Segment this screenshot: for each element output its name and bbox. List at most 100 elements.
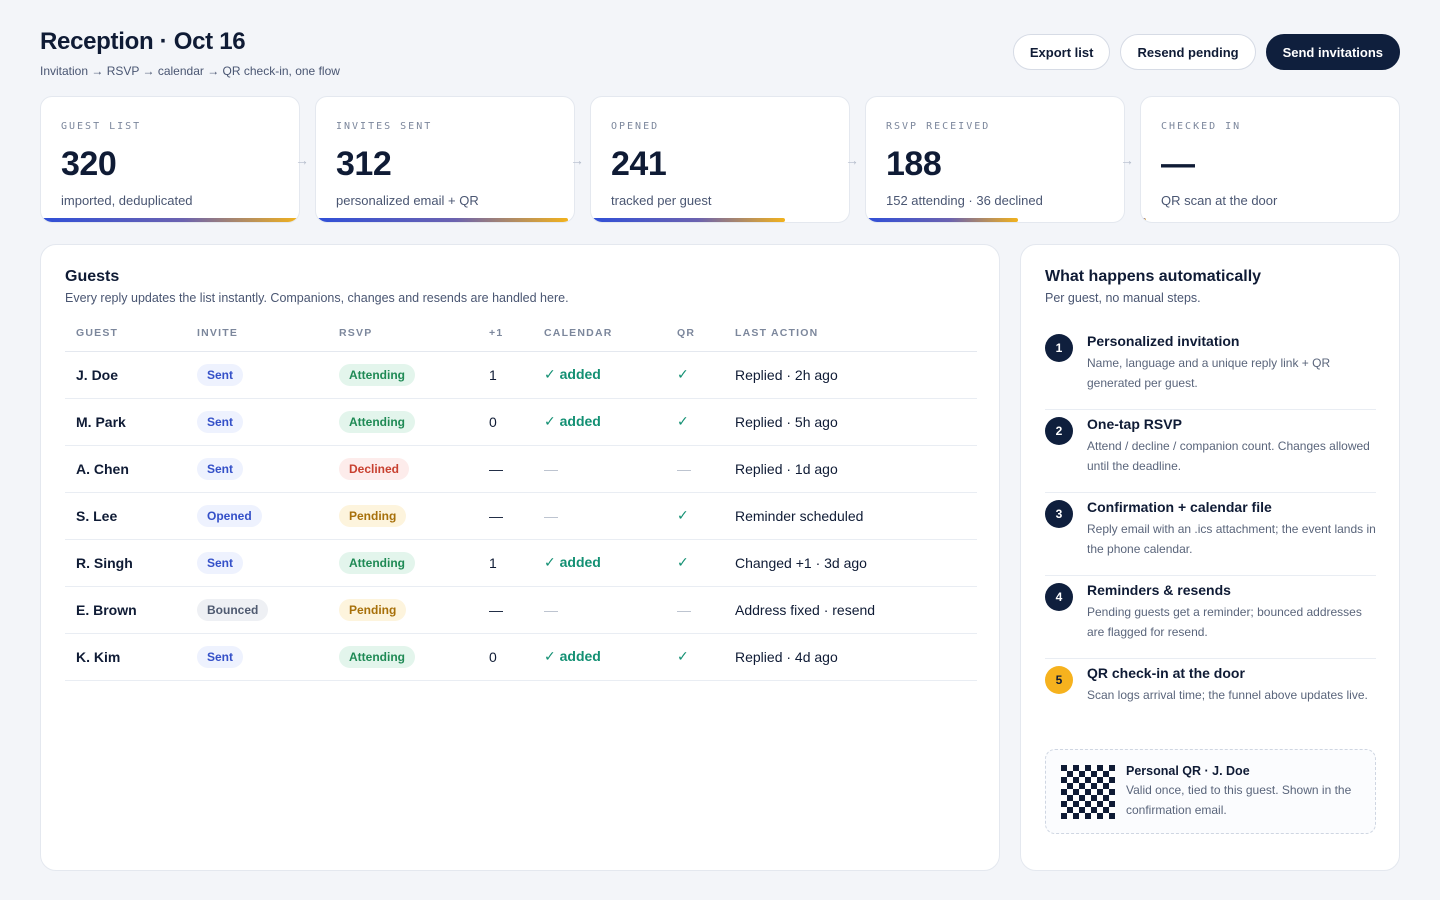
funnel: GUEST LIST 320 imported, deduplicated → … <box>40 96 1400 224</box>
qr-card-description: Valid once, tied to this guest. Shown in… <box>1126 783 1352 817</box>
qr-status: ✓ <box>666 351 724 399</box>
qr-code-icon <box>1061 765 1115 819</box>
invite-cell: Opened <box>186 492 328 540</box>
qr-status: ✓ <box>666 398 724 446</box>
step-title: QR check-in at the door <box>1087 665 1245 681</box>
calendar-status: ✓ added <box>533 633 666 681</box>
last-action: Reminder scheduled <box>724 492 977 540</box>
stat-card-checked-in: CHECKED IN — QR scan at the door <box>1140 96 1400 223</box>
column-header-qr[interactable]: QR <box>666 327 724 352</box>
table-row[interactable]: E. Brown Bounced Pending — — — Address fixed ·… <box>65 586 977 634</box>
stat-card-rsvp-received: RSVP RECEIVED 188 152 attending · 36 dec… <box>865 96 1125 223</box>
step-number-badge: 5 <box>1045 666 1073 694</box>
guests-panel: Guests Every reply updates the list inst… <box>40 244 1000 871</box>
page-title: Reception · Oct 16 <box>40 28 246 55</box>
guest-name[interactable]: E. Brown <box>65 586 186 634</box>
qr-status: ✓ <box>666 539 724 587</box>
calendar-status: — <box>533 445 666 493</box>
calendar-status: — <box>533 492 666 540</box>
plus-one-count: 1 <box>478 351 533 399</box>
guests-title: Guests <box>65 268 120 285</box>
rsvp-cell: Attending <box>328 539 478 587</box>
last-action: Replied · 2h ago <box>724 351 977 399</box>
progress-bar <box>41 218 299 222</box>
plus-one-count: 0 <box>478 398 533 446</box>
step-description: Attend / decline / companion count. Chan… <box>1087 439 1370 473</box>
calendar-status: ✓ added <box>533 351 666 399</box>
invite-cell: Sent <box>186 398 328 446</box>
guest-name[interactable]: A. Chen <box>65 445 186 493</box>
export-list-button[interactable]: Export list <box>1012 34 1111 70</box>
invite-cell: Bounced <box>186 586 328 634</box>
column-header-plus-one[interactable]: +1 <box>478 327 533 352</box>
step-number-badge: 4 <box>1045 583 1073 611</box>
progress-bar <box>1141 218 1399 222</box>
last-action: Changed +1 · 3d ago <box>724 539 977 587</box>
table-row[interactable]: S. Lee Opened Pending — — ✓ Reminder scheduled <box>65 492 977 540</box>
step-number-badge: 1 <box>1045 334 1073 362</box>
table-row[interactable]: J. Doe Sent Attending 1 ✓ added ✓ Replied · 2h… <box>65 351 977 399</box>
rsvp-status-badge: Attending <box>339 363 415 386</box>
plus-one-count: — <box>478 445 533 493</box>
progress-bar <box>591 218 849 222</box>
personal-qr-card: Personal QR · J. Doe Valid once, tied to… <box>1045 749 1376 834</box>
progress-bar <box>866 218 1124 222</box>
step-confirmation-calendar: 3 Confirmation + calendar file Reply ema… <box>1045 493 1376 576</box>
send-invitations-button[interactable]: Send invitations <box>1265 34 1400 70</box>
invite-status-badge: Opened <box>197 504 262 527</box>
plus-one-count: 1 <box>478 539 533 587</box>
step-title: One-tap RSVP <box>1087 416 1182 432</box>
rsvp-cell: Pending <box>328 586 478 634</box>
invite-cell: Sent <box>186 351 328 399</box>
last-action: Replied · 5h ago <box>724 398 977 446</box>
automation-subtitle: Per guest, no manual steps. <box>1045 291 1201 305</box>
stat-value: — <box>1161 145 1195 183</box>
stat-value: 312 <box>336 145 392 183</box>
step-personalized-invitation: 1 Personalized invitation Name, language… <box>1045 327 1376 410</box>
qr-status: ✓ <box>666 633 724 681</box>
table-row[interactable]: M. Park Sent Attending 0 ✓ added ✓ Replied · 5… <box>65 398 977 446</box>
progress-fill <box>866 218 1018 222</box>
guest-name[interactable]: R. Singh <box>65 539 186 587</box>
invite-status-badge: Sent <box>197 410 244 433</box>
column-header-invite[interactable]: INVITE <box>186 327 328 352</box>
table-row[interactable]: A. Chen Sent Declined — — — Replied · 1d ago <box>65 445 977 493</box>
step-reminders-resends: 4 Reminders & resends Pending guests get… <box>1045 576 1376 659</box>
step-qr-check-in: 5 QR check-in at the door Scan logs arri… <box>1045 659 1376 742</box>
automation-title: What happens automatically <box>1045 268 1262 285</box>
plus-one-count: — <box>478 586 533 634</box>
column-header-calendar[interactable]: CALENDAR <box>533 327 666 352</box>
table-row[interactable]: K. Kim Sent Attending 0 ✓ added ✓ Replied · 4d… <box>65 633 977 681</box>
step-description: Pending guests get a reminder; bounced a… <box>1087 605 1362 639</box>
last-action: Replied · 1d ago <box>724 445 977 493</box>
stat-value: 188 <box>886 145 942 183</box>
rsvp-status-badge: Pending <box>339 598 407 621</box>
guest-name[interactable]: S. Lee <box>65 492 186 540</box>
progress-bar <box>316 218 574 222</box>
stat-label: GUEST LIST <box>61 121 142 132</box>
resend-pending-button[interactable]: Resend pending <box>1120 34 1256 70</box>
calendar-status: ✓ added <box>533 539 666 587</box>
rsvp-status-badge: Attending <box>339 645 415 668</box>
stat-note: imported, deduplicated <box>61 193 193 208</box>
column-header-guest[interactable]: GUEST <box>65 327 186 352</box>
stat-note: personalized email + QR <box>336 193 479 208</box>
calendar-status: ✓ added <box>533 398 666 446</box>
step-description: Name, language and a unique reply link +… <box>1087 356 1331 390</box>
guest-name[interactable]: M. Park <box>65 398 186 446</box>
step-title: Confirmation + calendar file <box>1087 499 1272 515</box>
table-row[interactable]: R. Singh Sent Attending 1 ✓ added ✓ Changed +1… <box>65 539 977 587</box>
guest-name[interactable]: K. Kim <box>65 633 186 681</box>
stat-label: CHECKED IN <box>1161 121 1242 132</box>
guests-subtitle: Every reply updates the list instantly. … <box>65 291 569 305</box>
guest-name[interactable]: J. Doe <box>65 351 186 399</box>
stat-card-guest-list: GUEST LIST 320 imported, deduplicated <box>40 96 300 223</box>
invite-status-badge: Sent <box>197 645 244 668</box>
column-header-rsvp[interactable]: RSVP <box>328 327 478 352</box>
column-header-last-action[interactable]: LAST ACTION <box>724 327 977 352</box>
arrow-right-icon: → <box>1120 152 1134 168</box>
rsvp-status-badge: Attending <box>339 551 415 574</box>
rsvp-status-badge: Declined <box>339 457 410 480</box>
stat-card-opened: OPENED 241 tracked per guest <box>590 96 850 223</box>
rsvp-status-badge: Pending <box>339 504 407 527</box>
